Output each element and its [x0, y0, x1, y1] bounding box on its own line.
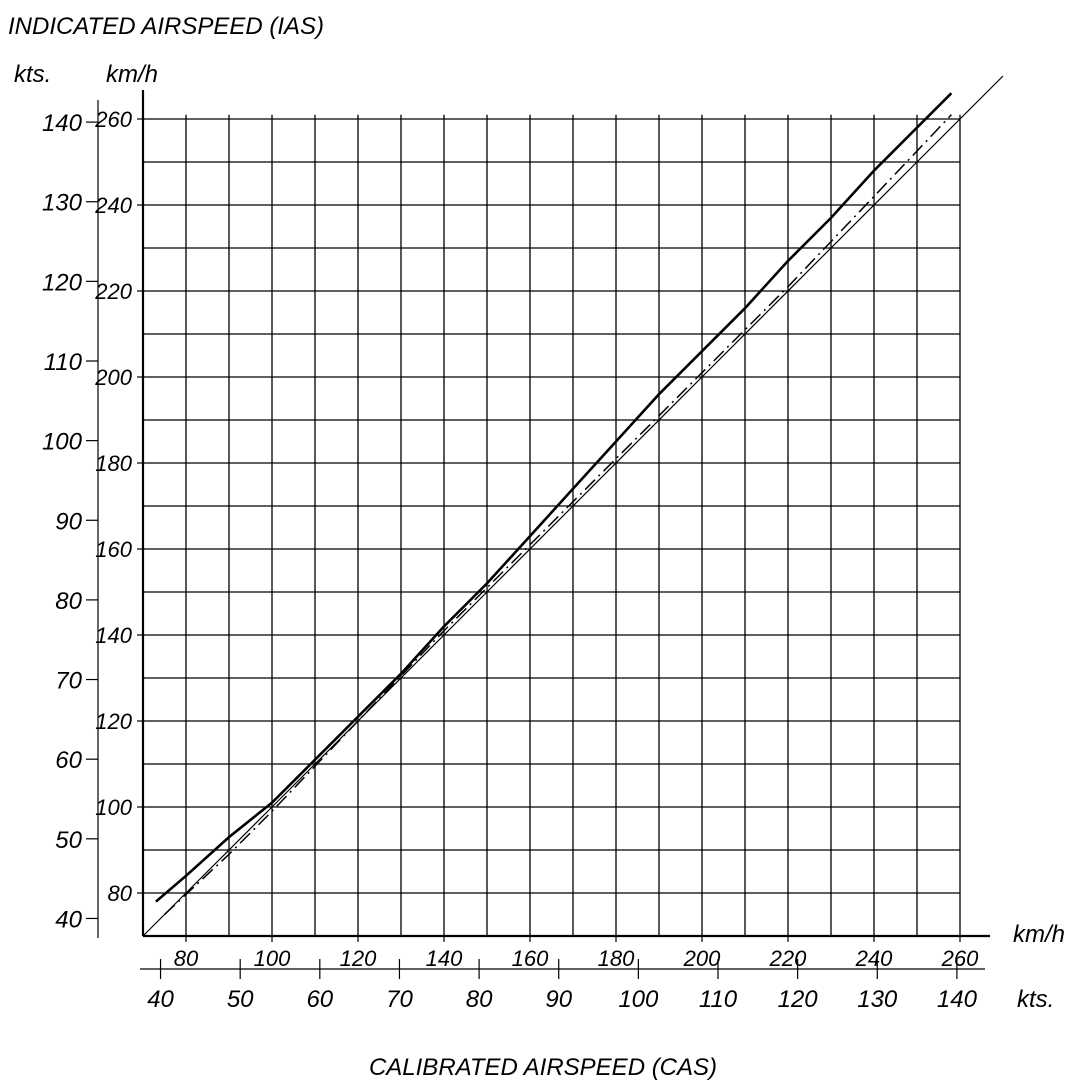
y-kmh-tick-label: 240: [94, 193, 132, 218]
series-line-3: [142, 75, 1004, 937]
x-kmh-tick-label: 240: [855, 946, 893, 971]
y-kts-tick-label: 70: [55, 668, 82, 695]
x-kmh-tick-label: 220: [769, 946, 807, 971]
x-axis-label: CALIBRATED AIRSPEED (CAS): [369, 1054, 717, 1081]
y-kts-tick-label: 40: [55, 906, 82, 933]
y-kts-tick-label: 60: [55, 747, 82, 774]
y-kmh-tick-label: 140: [95, 623, 132, 648]
y-kts-tick-label: 120: [42, 269, 83, 296]
y-kmh-tick-label: 160: [95, 537, 132, 562]
x-kts-tick-label: 80: [466, 986, 493, 1013]
y-kts-tick-label: 140: [42, 110, 83, 137]
x-kts-tick-label: 70: [386, 986, 413, 1013]
y-unit-kts: kts.: [14, 61, 51, 88]
chart-title: INDICATED AIRSPEED (IAS): [8, 13, 324, 40]
y-kts-tick-label: 90: [55, 508, 82, 535]
x-kts-tick-label: 40: [147, 986, 174, 1013]
x-kmh-tick-label: 180: [598, 946, 635, 971]
x-kts-tick-label: 90: [545, 986, 572, 1013]
y-kmh-tick-label: 80: [108, 881, 133, 906]
x-kmh-tick-label: 260: [941, 946, 979, 971]
tick-labels: 80 100 120 140 160 180 200 220 240 260 40 50 60 70 80 9…: [42, 107, 979, 1013]
x-kts-tick-label: 120: [778, 986, 819, 1013]
x-kmh-tick-label: 100: [254, 946, 291, 971]
series-line-2: [163, 114, 952, 916]
y-kmh-tick-label: 180: [95, 451, 132, 476]
y-kts-tick-label: 50: [55, 827, 82, 854]
y-kts-tick-label: 80: [55, 588, 82, 615]
x-kts-tick-label: 130: [857, 986, 898, 1013]
y-kmh-tick-label: 100: [95, 795, 132, 820]
series-line-1: [155, 92, 953, 903]
x-unit-kmh: km/h: [1013, 921, 1065, 948]
x-kmh-tick-label: 160: [512, 946, 549, 971]
x-kmh-tick-label: 140: [426, 946, 463, 971]
y-kmh-tick-label: 200: [94, 365, 132, 390]
x-kmh-tick-label: 120: [340, 946, 377, 971]
y-kmh-tick-label: 120: [95, 709, 132, 734]
x-unit-kts: kts.: [1017, 986, 1054, 1013]
x-kmh-tick-label: 80: [174, 946, 199, 971]
x-kts-tick-label: 140: [937, 986, 978, 1013]
grid: [143, 114, 961, 936]
x-kts-tick-label: 60: [306, 986, 333, 1013]
axes: [97, 90, 990, 970]
y-kts-tick-label: 100: [42, 429, 83, 456]
x-kts-tick-label: 50: [227, 986, 254, 1013]
x-kts-tick-label: 100: [618, 986, 659, 1013]
y-unit-kmh: km/h: [106, 61, 158, 88]
tick-marks: [86, 118, 961, 979]
series: [142, 75, 1004, 937]
y-kmh-tick-label: 260: [94, 107, 132, 132]
x-kmh-tick-label: 200: [683, 946, 721, 971]
y-kts-tick-label: 110: [44, 349, 83, 376]
y-kts-tick-label: 130: [42, 190, 83, 217]
x-kts-tick-label: 110: [699, 986, 738, 1013]
y-kmh-tick-label: 220: [94, 279, 132, 304]
